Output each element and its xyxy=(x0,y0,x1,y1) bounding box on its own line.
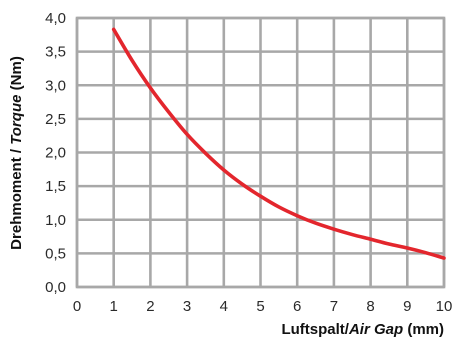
y-axis-title-plain: Drehmoment / xyxy=(8,145,25,250)
y-tick-label-7: 3,5 xyxy=(45,44,66,61)
x-tick-label-5: 5 xyxy=(256,298,264,315)
y-axis-title-italic: Torque xyxy=(8,95,25,145)
x-axis-title-suffix: (mm) xyxy=(403,321,444,338)
grid xyxy=(75,16,446,289)
series-line-torque xyxy=(111,27,446,260)
y-tick-label-8: 4,0 xyxy=(45,10,66,27)
y-tick-label-6: 3,0 xyxy=(45,77,66,94)
x-tick-label-4: 4 xyxy=(220,298,228,315)
x-tick-label-2: 2 xyxy=(146,298,154,315)
x-tick-label-6: 6 xyxy=(293,298,301,315)
x-tick-label-8: 8 xyxy=(366,298,374,315)
y-tick-label-4: 2,0 xyxy=(45,145,66,162)
x-tick-label-7: 7 xyxy=(330,298,338,315)
y-tick-label-1: 0,5 xyxy=(45,245,66,262)
y-tick-label-3: 1,5 xyxy=(45,178,66,195)
x-tick-label-1: 1 xyxy=(110,298,118,315)
y-axis-title: Drehmoment / Torque (Nm) xyxy=(8,56,25,250)
x-axis-title-plain: Luftspalt/ xyxy=(281,321,349,338)
y-tick-label-0: 0,0 xyxy=(45,279,66,296)
x-tick-label-0: 0 xyxy=(73,298,81,315)
x-tick-label-10: 10 xyxy=(436,298,453,315)
x-axis-title-italic: Air Gap xyxy=(348,321,403,338)
x-tick-label-9: 9 xyxy=(403,298,411,315)
series-layer xyxy=(111,27,446,260)
plot-frame xyxy=(75,16,446,289)
y-tick-label-2: 1,0 xyxy=(45,212,66,229)
tick-labels: 0 1 2 3 4 5 6 7 8 9 10 0,0 0,5 1,0 1,5 2,0 2,5 3,0 3,5 4,0 xyxy=(45,10,452,315)
x-axis-title: Luftspalt/Air Gap (mm) xyxy=(281,321,444,338)
y-axis-title-suffix: (Nm) xyxy=(8,56,25,94)
x-tick-label-3: 3 xyxy=(183,298,191,315)
y-tick-label-5: 2,5 xyxy=(45,111,66,128)
